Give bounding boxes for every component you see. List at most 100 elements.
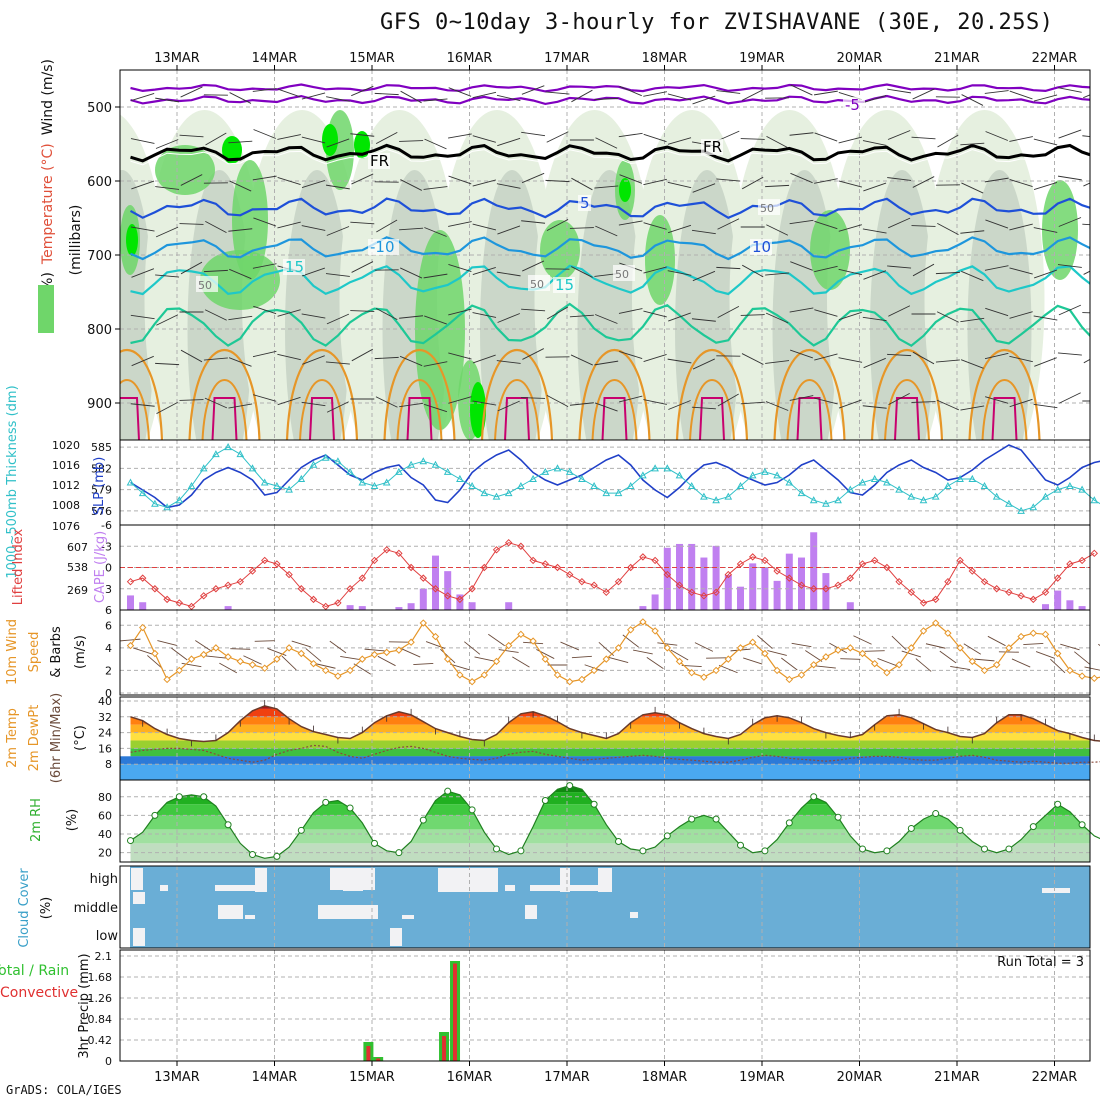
cape-bar bbox=[651, 594, 659, 610]
contour-label: 50 bbox=[615, 268, 629, 281]
cape-bar bbox=[724, 575, 732, 610]
temperature-contour bbox=[894, 397, 920, 440]
thickness-point bbox=[492, 492, 501, 500]
lifted-index-point bbox=[138, 574, 147, 582]
contour-label: 15 bbox=[285, 258, 304, 276]
cape-bar bbox=[139, 602, 147, 610]
wind-barb bbox=[838, 224, 862, 232]
thickness-point bbox=[517, 481, 525, 490]
cloud-patch bbox=[598, 868, 612, 892]
thickness-point bbox=[761, 467, 769, 475]
wind-speed-point bbox=[822, 653, 830, 661]
lifted-index-point bbox=[651, 556, 659, 565]
precip-convective-label: Convective bbox=[0, 985, 78, 1001]
cape-bar bbox=[749, 563, 757, 610]
wind-barb bbox=[1058, 304, 1082, 316]
wind-barb bbox=[131, 268, 155, 278]
wind-barb bbox=[887, 353, 912, 357]
wind-barb bbox=[497, 225, 521, 235]
wind-speed-point bbox=[529, 637, 537, 645]
surface-wind-barb bbox=[757, 635, 773, 649]
wind-barb bbox=[277, 134, 301, 140]
thickness-point bbox=[346, 467, 354, 475]
wind-barb bbox=[399, 402, 424, 408]
thickness-point bbox=[260, 478, 269, 486]
bottom-date-label: 18MAR bbox=[642, 1070, 688, 1085]
contour-label: 50 bbox=[760, 202, 774, 215]
wind-barb bbox=[180, 261, 203, 275]
precip-tick-label: 1.68 bbox=[88, 971, 113, 984]
thickness-point bbox=[1066, 481, 1074, 490]
wind-barb bbox=[985, 307, 1009, 317]
cloud-patch bbox=[470, 880, 495, 890]
rh-point bbox=[419, 816, 427, 824]
wind-barb bbox=[790, 172, 813, 184]
lifted-index-point bbox=[285, 570, 293, 579]
bottom-date-label: 19MAR bbox=[739, 1070, 785, 1085]
wind-barb bbox=[692, 270, 716, 282]
wind-barb bbox=[522, 260, 545, 272]
cape-bar bbox=[468, 602, 476, 610]
lifted-index-point bbox=[895, 577, 903, 586]
wind-barb bbox=[448, 352, 472, 360]
wind-barb bbox=[1082, 223, 1090, 226]
wind-barb bbox=[1083, 270, 1090, 275]
temperature-band bbox=[130, 708, 1090, 717]
thickness-point bbox=[273, 481, 281, 490]
wind-barb bbox=[1009, 179, 1033, 187]
surface-wind-barb bbox=[413, 663, 434, 665]
wind-speed-point bbox=[919, 627, 928, 635]
temperature-contour bbox=[991, 397, 1018, 440]
rh-point bbox=[566, 782, 574, 790]
wind-speed-point bbox=[895, 661, 903, 669]
thickness-point bbox=[236, 450, 245, 458]
upper-wind-barbs bbox=[130, 84, 1090, 415]
wind-barb bbox=[888, 392, 910, 406]
top-date-label: 22MAR bbox=[1032, 51, 1078, 66]
wind-barb bbox=[301, 225, 326, 231]
lifted-index-point bbox=[870, 556, 879, 565]
cape-bar bbox=[1054, 590, 1062, 610]
thickness-point bbox=[1005, 499, 1013, 507]
cloud-patch bbox=[530, 885, 560, 891]
lifted-index-point bbox=[541, 560, 550, 568]
rh-point bbox=[834, 813, 842, 821]
rh-point bbox=[761, 847, 769, 855]
lifted-index-point bbox=[273, 560, 281, 568]
wind-barb bbox=[838, 180, 863, 188]
wind-barb bbox=[252, 175, 277, 181]
wind-speed-point bbox=[175, 666, 184, 675]
rh-point bbox=[468, 806, 476, 814]
cape-bar bbox=[810, 532, 818, 610]
temperature-contour bbox=[504, 397, 530, 440]
wind-barb bbox=[717, 305, 740, 319]
wind-barb bbox=[277, 396, 301, 406]
wind-barb bbox=[619, 85, 642, 97]
slp-tick-label: 1012 bbox=[52, 479, 80, 492]
temperature-contour bbox=[675, 348, 749, 440]
bottom-date-label: 21MAR bbox=[934, 1070, 980, 1085]
wind-barb bbox=[472, 354, 496, 364]
lifted-index-point bbox=[626, 563, 635, 572]
wind-barb bbox=[814, 397, 838, 405]
wind-tick-label: 2 bbox=[105, 664, 112, 677]
rh-shade-region bbox=[540, 220, 580, 280]
wind-barb bbox=[984, 90, 1009, 94]
wind-barb bbox=[960, 405, 985, 411]
wind-barb bbox=[814, 309, 838, 317]
temp-tick-label: 40 bbox=[98, 695, 112, 708]
cape-bar bbox=[663, 547, 671, 610]
thickness-point bbox=[480, 489, 489, 497]
temp-tick-label: 8 bbox=[105, 758, 112, 771]
wind-barb bbox=[960, 317, 985, 323]
surface-wind-barb bbox=[195, 640, 213, 652]
wind-barb bbox=[1057, 352, 1082, 356]
wind-speed-point bbox=[1078, 672, 1086, 680]
surface-wind-barb bbox=[181, 662, 202, 668]
surface-wind-barb bbox=[120, 638, 141, 642]
wind-barb bbox=[936, 311, 959, 323]
lifted-index-point bbox=[175, 599, 184, 607]
temperature-contour bbox=[494, 379, 540, 440]
wind-barb bbox=[594, 360, 619, 366]
rh-point bbox=[249, 851, 256, 859]
